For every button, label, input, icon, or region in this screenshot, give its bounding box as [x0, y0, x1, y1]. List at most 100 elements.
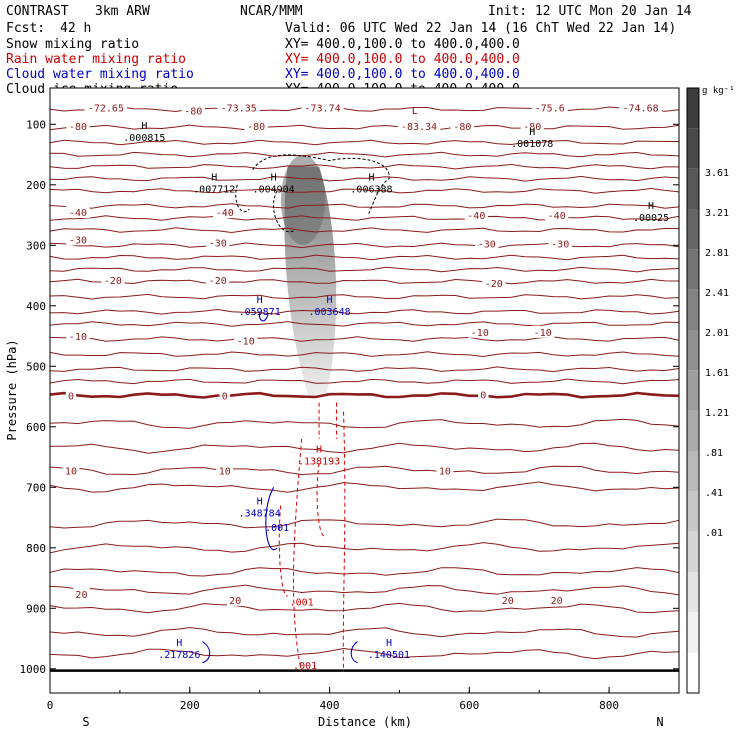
temperature-label-bg — [520, 120, 544, 133]
extremum-value: .006388 — [350, 185, 392, 196]
isotherm-line — [49, 391, 680, 399]
plot-area: -72.65 -73.35 -73.74 -75.6 -74.68 -80 -80 -80 -8… — [49, 101, 680, 672]
cloud-ice-contour — [273, 190, 295, 233]
temperature-label-bg — [464, 209, 488, 222]
contour-value-label: .001 — [290, 597, 314, 608]
contour-value-label: .001 — [265, 523, 289, 534]
colorbar-swatch — [687, 451, 699, 492]
temperature-label-bg — [531, 101, 568, 114]
x-tick-label: 200 — [180, 699, 200, 712]
temperature-label-bg — [468, 325, 492, 338]
temperature-label-bg — [84, 101, 128, 114]
temperature-label: -40 — [69, 208, 87, 219]
temperature-label: -30 — [478, 239, 496, 250]
colorbar-level-label: 3.21 — [705, 208, 729, 219]
temperature-label: -72.65 — [88, 103, 124, 114]
temperature-label: 10 — [439, 466, 451, 477]
y-tick-label: 600 — [26, 421, 46, 434]
colorbar: 3.61 3.21 2.81 2.41 2.01 1.61 1.21 .81 .41 .01 — [686, 87, 729, 694]
x-endpoint-north: N — [656, 715, 663, 729]
extremum-value: .138193 — [298, 456, 340, 467]
temperature-label-bg — [213, 206, 237, 219]
temperature-label: 20 — [229, 596, 241, 607]
temperature-label-bg — [499, 593, 517, 606]
field-cloudwater-xy: XY= 400.0,100.0 to 400.0,400.0 — [285, 67, 520, 82]
extremum-marker: H — [271, 173, 277, 184]
isotherm-line — [49, 602, 680, 614]
temperature-label-bg — [66, 330, 90, 343]
temperature-label: -74.68 — [622, 103, 658, 114]
temperature-label-bg — [219, 389, 230, 402]
y-tick-label: 1000 — [20, 663, 47, 676]
colorbar-swatch — [687, 612, 699, 653]
y-tick-label: 100 — [26, 118, 46, 131]
extremum-marker: H — [176, 638, 182, 649]
x-tick-label: 0 — [47, 699, 54, 712]
field-snow-xy: XY= 400.0,100.0 to 400.0,400.0 — [285, 37, 520, 52]
x-axis-label: Distance (km) — [318, 715, 412, 729]
isotherm-line — [49, 336, 680, 342]
temperature-label-bg — [475, 237, 499, 250]
colorbar-level-label: 3.61 — [705, 168, 729, 179]
colorbar-swatch — [687, 88, 699, 129]
temperature-label: -40 — [467, 211, 485, 222]
isotherm-line — [49, 351, 680, 358]
colorbar-swatch — [687, 289, 699, 330]
temperature-label-bg — [450, 120, 474, 133]
isotherm-line — [49, 203, 680, 209]
temperature-label: -83.34 — [401, 122, 437, 133]
extremum-marker: H — [316, 444, 322, 455]
plot-background — [50, 88, 679, 693]
isotherm-line — [49, 175, 680, 182]
rain-contour — [318, 402, 338, 439]
temperature-label: -80 — [453, 122, 471, 133]
temperature-label: 20 — [551, 596, 563, 607]
temperature-label-bg — [101, 273, 125, 286]
isotherm-line — [49, 227, 680, 234]
cloud-water-contour — [350, 641, 358, 664]
isotherm-line — [49, 378, 680, 385]
colorbar-level-label: 2.81 — [705, 248, 729, 259]
colorbar-swatch — [687, 249, 699, 290]
temperature-label-bg — [216, 464, 234, 477]
field-cloudwater-label: Cloud water mixing ratio — [6, 67, 194, 82]
isotherm-line — [49, 106, 680, 113]
plot-frame — [49, 87, 680, 694]
isotherm-line — [49, 151, 680, 158]
isotherm-line — [49, 293, 680, 300]
temperature-label-bg — [206, 273, 230, 286]
colorbar-swatch — [687, 370, 699, 411]
y-tick-label: 900 — [26, 602, 46, 615]
temperature-label: -40 — [216, 208, 234, 219]
extremum-marker: H — [529, 127, 535, 138]
x-endpoint-south: S — [82, 715, 89, 729]
temperature-label-bg — [66, 206, 90, 219]
temperature-label-bg — [482, 276, 506, 289]
isotherm-line — [49, 139, 679, 146]
cloud-ice-contour — [252, 154, 390, 216]
temperature-label-bg — [548, 593, 566, 606]
temperature-label-bg — [65, 389, 77, 402]
temperature-label-bg — [397, 120, 441, 133]
temperature-label-bg — [73, 587, 90, 600]
isotherm-line — [49, 308, 680, 315]
x-tick-label: 400 — [320, 699, 340, 712]
colorbar-swatch — [687, 410, 699, 451]
colorbar-swatch — [687, 330, 699, 371]
extremum-value: .004904 — [253, 185, 295, 196]
temperature-label-bg — [436, 464, 454, 477]
temperature-label-bg — [206, 236, 230, 249]
colorbar-swatch — [687, 572, 699, 613]
isotherm-line — [49, 254, 680, 261]
extremum-value: .001078 — [511, 139, 553, 150]
temperature-label: 20 — [75, 590, 87, 601]
cloud-water-contour — [259, 312, 269, 322]
cloud-ice-contour — [235, 184, 250, 213]
temperature-label: -10 — [69, 332, 87, 343]
isotherm-line — [49, 518, 680, 529]
colorbar-unit: g kg⁻¹ — [702, 86, 735, 96]
temperature-label: 0 — [222, 391, 228, 402]
isotherm-line — [49, 627, 680, 638]
rain-contour — [342, 411, 346, 672]
rain-contour — [293, 438, 303, 672]
